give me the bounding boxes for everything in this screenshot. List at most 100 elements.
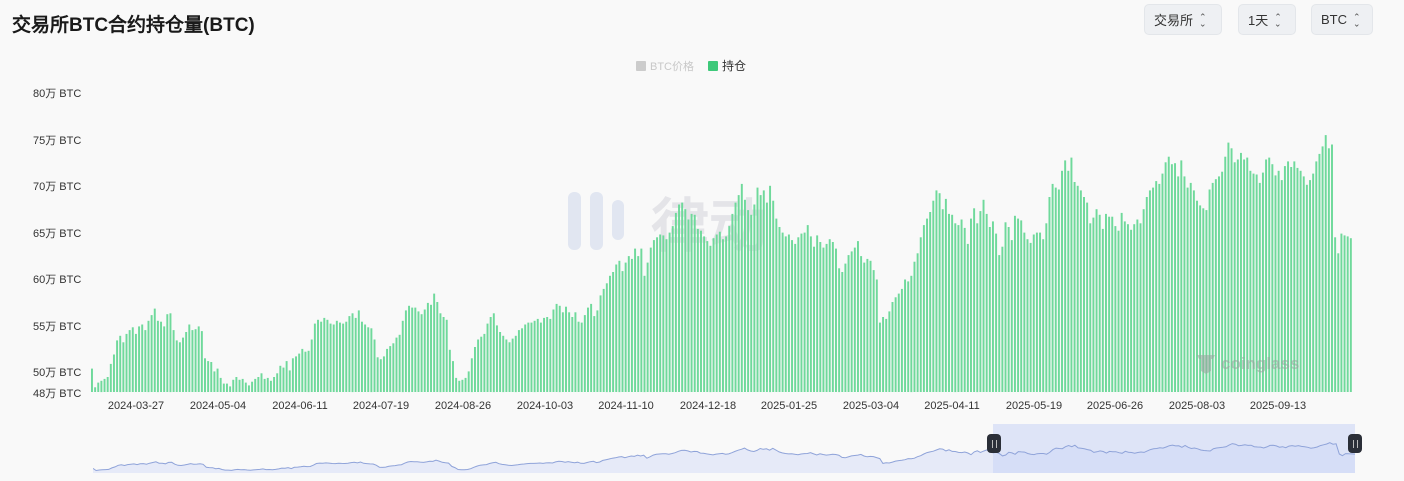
bar[interactable]: [1205, 210, 1208, 392]
bar[interactable]: [1158, 183, 1161, 392]
bar[interactable]: [433, 293, 436, 392]
bar[interactable]: [1095, 209, 1098, 392]
bar[interactable]: [549, 318, 552, 392]
bar[interactable]: [216, 368, 219, 392]
bar[interactable]: [279, 365, 282, 393]
bar[interactable]: [1017, 218, 1020, 392]
bar[interactable]: [715, 234, 718, 393]
bar[interactable]: [1309, 180, 1311, 392]
bar[interactable]: [194, 329, 197, 392]
bar[interactable]: [238, 379, 241, 392]
bar[interactable]: [1139, 223, 1142, 393]
bar[interactable]: [970, 218, 972, 392]
bar[interactable]: [153, 308, 156, 392]
bar[interactable]: [558, 305, 561, 393]
bar[interactable]: [1051, 183, 1054, 392]
bar[interactable]: [144, 330, 147, 392]
bar[interactable]: [1243, 159, 1246, 393]
bar[interactable]: [122, 342, 125, 392]
bar[interactable]: [467, 371, 470, 392]
bar[interactable]: [637, 256, 640, 392]
bar[interactable]: [1020, 220, 1023, 392]
bar[interactable]: [225, 383, 228, 392]
bar[interactable]: [656, 237, 659, 392]
bar[interactable]: [963, 227, 966, 392]
bar[interactable]: [1296, 167, 1299, 392]
bar[interactable]: [1064, 160, 1067, 392]
bar[interactable]: [1130, 229, 1133, 392]
bar[interactable]: [1183, 176, 1186, 392]
bar[interactable]: [235, 377, 238, 392]
bar[interactable]: [1246, 157, 1249, 392]
bar[interactable]: [370, 328, 373, 393]
bar[interactable]: [1268, 157, 1271, 392]
bar[interactable]: [1327, 148, 1330, 393]
bar[interactable]: [332, 324, 335, 393]
bar[interactable]: [417, 311, 420, 392]
bar[interactable]: [985, 213, 988, 392]
bar[interactable]: [546, 317, 549, 392]
bar[interactable]: [624, 262, 627, 392]
bar[interactable]: [1108, 216, 1111, 392]
bar[interactable]: [684, 209, 687, 392]
bar[interactable]: [1233, 162, 1236, 392]
bar[interactable]: [175, 340, 178, 392]
bar[interactable]: [323, 317, 326, 392]
bar[interactable]: [439, 313, 442, 393]
navigator-selected-range[interactable]: [993, 424, 1355, 473]
bar[interactable]: [345, 321, 348, 392]
bar[interactable]: [674, 212, 677, 392]
bar[interactable]: [951, 214, 954, 392]
bar[interactable]: [1312, 173, 1315, 392]
bar[interactable]: [668, 232, 671, 392]
bar[interactable]: [367, 327, 370, 392]
bar[interactable]: [408, 305, 411, 393]
bar[interactable]: [966, 243, 969, 392]
bar[interactable]: [1265, 159, 1268, 393]
bar[interactable]: [841, 272, 844, 392]
bar[interactable]: [470, 358, 473, 393]
bar[interactable]: [778, 227, 781, 392]
bar[interactable]: [769, 185, 772, 393]
bar[interactable]: [1321, 146, 1324, 392]
bar[interactable]: [555, 303, 558, 392]
bar[interactable]: [1048, 197, 1051, 392]
bar[interactable]: [762, 190, 765, 392]
bar[interactable]: [360, 321, 363, 392]
bar[interactable]: [728, 226, 731, 392]
bar[interactable]: [411, 307, 414, 392]
bar[interactable]: [364, 324, 367, 393]
bar[interactable]: [1218, 176, 1220, 392]
bar[interactable]: [166, 314, 169, 392]
bar[interactable]: [495, 325, 498, 392]
bar[interactable]: [530, 322, 533, 392]
bar[interactable]: [1192, 190, 1195, 392]
bar[interactable]: [700, 230, 702, 392]
bar[interactable]: [926, 218, 928, 392]
bar[interactable]: [740, 183, 743, 392]
bar[interactable]: [1227, 142, 1230, 392]
bar[interactable]: [1035, 232, 1038, 392]
bar[interactable]: [577, 321, 580, 392]
bar[interactable]: [1331, 144, 1333, 393]
bar[interactable]: [94, 387, 97, 392]
bar[interactable]: [747, 210, 750, 392]
bar[interactable]: [574, 312, 577, 392]
bar[interactable]: [784, 236, 787, 392]
bar[interactable]: [982, 199, 985, 392]
bar[interactable]: [455, 377, 458, 392]
bar[interactable]: [100, 380, 103, 393]
bar[interactable]: [1007, 227, 1010, 392]
bar[interactable]: [976, 223, 979, 393]
bar[interactable]: [948, 213, 950, 392]
bar[interactable]: [800, 233, 803, 392]
bar[interactable]: [1105, 213, 1107, 392]
bar[interactable]: [1057, 189, 1060, 393]
bar[interactable]: [1029, 242, 1032, 392]
bar[interactable]: [269, 380, 272, 393]
bar[interactable]: [1255, 174, 1258, 393]
bar[interactable]: [1092, 217, 1095, 392]
interval-select[interactable]: 1天 ⌃ ⌃: [1238, 4, 1296, 35]
bar[interactable]: [178, 342, 181, 392]
bar[interactable]: [533, 320, 536, 393]
